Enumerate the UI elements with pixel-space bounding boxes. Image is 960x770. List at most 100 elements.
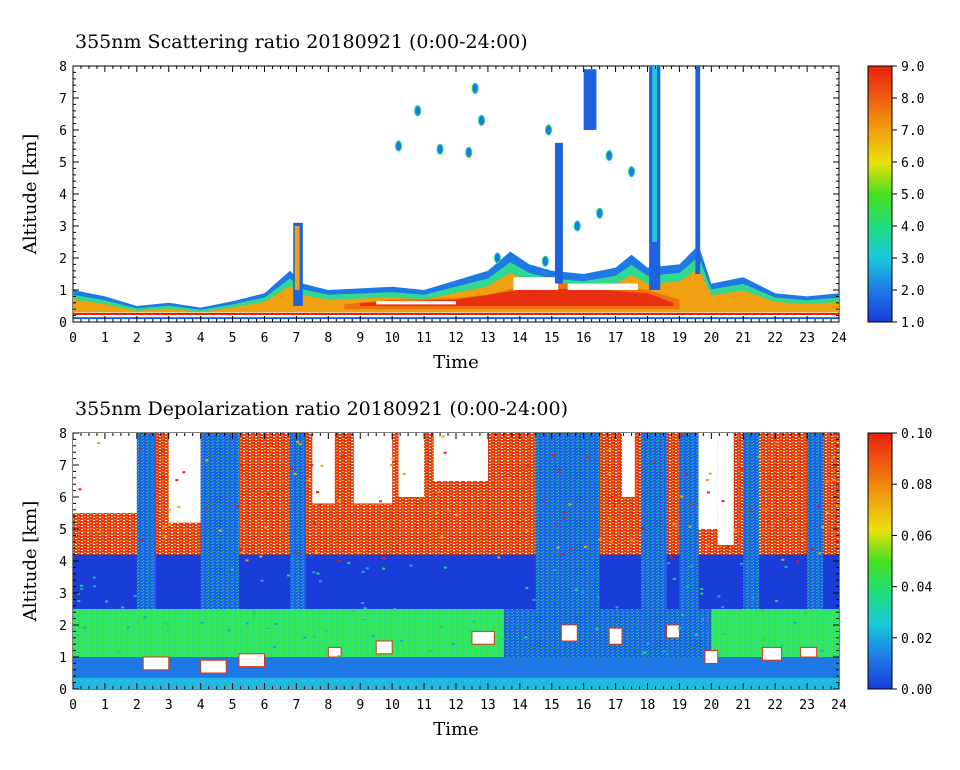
- speckle: [133, 594, 137, 597]
- speckle: [831, 456, 835, 459]
- depolarization-ratio-panel: 355nm Depolarization ratio 20180921 (0:0…: [20, 398, 932, 740]
- speckle: [139, 447, 143, 450]
- speckle: [824, 480, 828, 483]
- x-tick-label: 24: [831, 331, 847, 346]
- speckle: [238, 549, 242, 552]
- speckle: [245, 622, 249, 625]
- x-tick-label: 20: [704, 331, 720, 346]
- cloud-blob: [541, 255, 549, 267]
- speckle: [227, 629, 231, 632]
- y-tick-label: 1: [59, 651, 67, 666]
- speckle: [200, 621, 204, 624]
- speckle: [97, 530, 101, 533]
- speckle: [451, 642, 455, 645]
- clear-region: [168, 433, 201, 523]
- speckle: [77, 592, 81, 595]
- speckle: [347, 562, 351, 565]
- speckle: [641, 652, 645, 655]
- clear-region: [353, 433, 393, 504]
- speckle: [389, 464, 393, 467]
- scattering-ratio-panel: 355nm Scattering ratio 20180921 (0:00-24…: [20, 31, 924, 373]
- speckle: [437, 490, 441, 493]
- colorbar-tick-label: 2.0: [901, 284, 924, 299]
- saturated-patch: [200, 659, 227, 674]
- speckle: [177, 505, 181, 508]
- speckle: [439, 626, 443, 629]
- speckle: [78, 488, 82, 491]
- speckle: [563, 511, 567, 514]
- y-tick-label: 7: [59, 92, 67, 107]
- y-axis-label: Altitude [km]: [20, 501, 41, 623]
- x-tick-label: 11: [416, 331, 432, 346]
- speckle: [607, 499, 611, 502]
- speckle: [643, 651, 647, 654]
- speckle: [252, 610, 256, 613]
- speckle: [363, 607, 367, 610]
- cloud-column: [535, 433, 600, 609]
- x-tick-label: 17: [608, 331, 624, 346]
- speckle: [681, 613, 685, 616]
- speckle: [402, 472, 406, 475]
- speckle: [240, 551, 244, 554]
- colorbar-ticks: 1.0 2.0 3.0 4.0 5.0 6.0 7.0 8.0 9.0: [892, 60, 924, 331]
- speckle: [451, 553, 455, 556]
- heatmap-field: [73, 433, 839, 689]
- speckle: [555, 523, 559, 526]
- speckle: [832, 478, 836, 481]
- speckle: [307, 479, 311, 482]
- speckle: [303, 636, 307, 639]
- clear-region: [312, 433, 335, 504]
- speckle: [252, 612, 256, 615]
- chart-title: 355nm Depolarization ratio 20180921 (0:0…: [75, 398, 568, 420]
- cloud-blob: [596, 207, 604, 219]
- speckle: [371, 635, 375, 638]
- speckle: [264, 526, 268, 529]
- x-tick-label: 7: [293, 698, 301, 713]
- x-tick-label: 21: [735, 331, 751, 346]
- speckle: [267, 492, 271, 495]
- cloud-column: [583, 69, 597, 130]
- x-tick-label: 0: [69, 698, 77, 713]
- x-tick-label: 15: [544, 331, 560, 346]
- speckle: [532, 598, 536, 601]
- speckle: [760, 609, 764, 612]
- cloud-blob: [628, 166, 636, 178]
- x-tick-label: 24: [831, 698, 847, 713]
- colorbar-tick-label: 0.10: [901, 427, 932, 442]
- speckle: [680, 495, 684, 498]
- speckle: [677, 627, 681, 630]
- saturated-patch: [666, 624, 680, 639]
- speckle: [80, 587, 84, 590]
- speckle: [312, 571, 316, 574]
- speckle: [781, 654, 785, 657]
- colorbar-tick-label: 0.02: [901, 632, 932, 647]
- x-axis-label: Time: [433, 719, 478, 740]
- saturated-patch: [567, 283, 638, 290]
- speckle: [205, 459, 209, 462]
- speckle: [379, 500, 383, 503]
- speckle: [689, 565, 693, 568]
- speckle: [269, 447, 273, 450]
- speckle: [352, 609, 356, 612]
- speckle: [454, 514, 458, 517]
- colorbar-tick-label: 8.0: [901, 92, 924, 107]
- speckle: [116, 651, 120, 654]
- y-tick-label: 6: [59, 491, 67, 506]
- saturated-patch: [704, 650, 719, 664]
- saturated-patch: [375, 640, 393, 655]
- saturated-patch: [560, 624, 578, 642]
- x-axis: 0 1 2 3 4 5 6 7 8 9 10 11 12 13 14 15 16 17 18 19 20 21 22 23 24: [69, 66, 847, 346]
- speckle: [435, 512, 439, 515]
- speckle: [340, 456, 344, 459]
- x-tick-label: 17: [608, 698, 624, 713]
- speckle: [105, 600, 109, 603]
- speckle: [236, 505, 240, 508]
- speckle: [672, 522, 676, 525]
- speckle: [77, 600, 81, 603]
- x-tick-label: 5: [229, 331, 237, 346]
- speckle: [700, 618, 704, 621]
- x-tick-label: 22: [767, 698, 783, 713]
- speckle: [542, 500, 546, 503]
- x-tick-label: 1: [101, 698, 109, 713]
- speckle: [324, 630, 328, 633]
